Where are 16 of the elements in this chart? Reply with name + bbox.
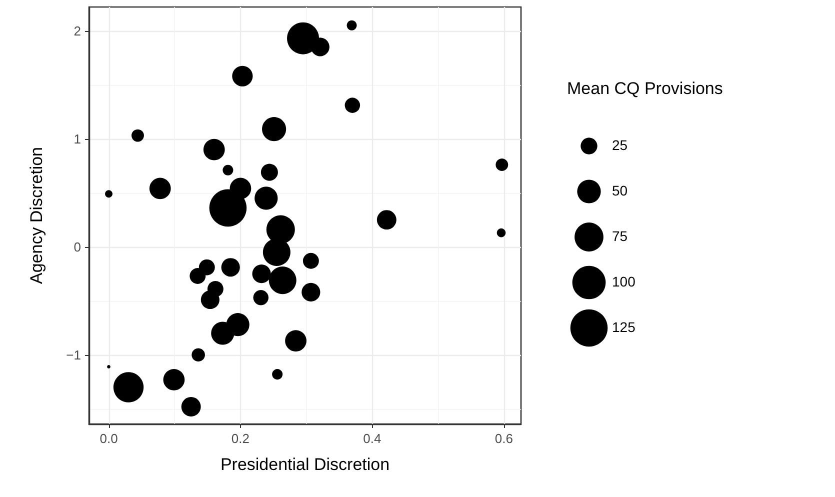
x-tick-label: 0.4 — [363, 431, 382, 446]
x-axis-title: Presidential Discretion — [220, 455, 390, 474]
y-tick-label: −1 — [66, 347, 81, 362]
legend-title: Mean CQ Provisions — [567, 79, 723, 98]
y-tick-label: 0 — [74, 239, 81, 254]
legend-label: 125 — [612, 319, 636, 335]
legend-label: 50 — [612, 182, 628, 198]
y-tick-label: 1 — [74, 131, 81, 146]
x-tick-label: 0.0 — [100, 431, 118, 446]
x-tick-label: 0.6 — [494, 431, 513, 446]
y-axis-title: Agency Discretion — [27, 146, 46, 284]
x-tick-label: 0.2 — [231, 431, 250, 446]
legend-label: 25 — [612, 137, 628, 153]
legend-label: 75 — [612, 228, 628, 244]
y-tick-label: 2 — [74, 23, 81, 38]
legend-label: 100 — [612, 274, 636, 290]
